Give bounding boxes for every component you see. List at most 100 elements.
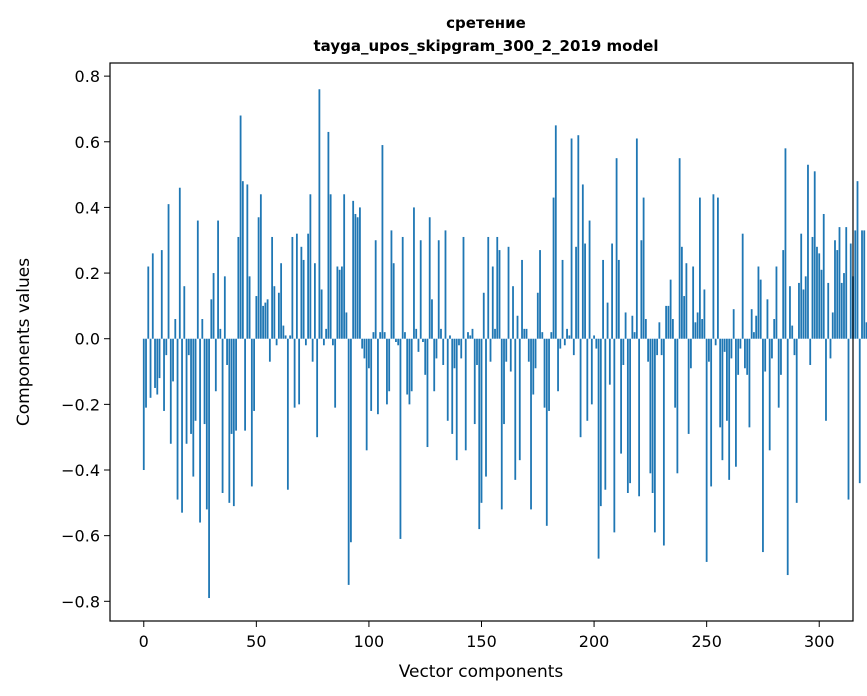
bar (744, 338, 746, 369)
bar (147, 266, 150, 339)
bar (539, 250, 541, 339)
bar (257, 217, 260, 339)
bar (428, 217, 431, 339)
y-tick-label: 0.2 (75, 264, 100, 283)
bar (361, 338, 364, 349)
bar (689, 338, 692, 369)
bar (831, 312, 834, 339)
bar (370, 338, 373, 411)
bar (653, 338, 656, 533)
y-tick-label: −0.8 (61, 592, 100, 611)
bar (318, 89, 321, 339)
bar (710, 338, 713, 487)
bar (250, 338, 253, 487)
bar (708, 338, 710, 362)
bar (356, 217, 359, 339)
bar (262, 305, 264, 339)
bar (277, 292, 280, 339)
bar (196, 220, 199, 339)
bar (266, 299, 269, 339)
bar (381, 145, 384, 339)
bar (212, 273, 215, 339)
bar (626, 338, 629, 493)
bar (548, 338, 550, 411)
y-axis-label: Components values (14, 258, 34, 426)
bar (723, 338, 726, 352)
bar (307, 233, 310, 339)
bar (836, 250, 839, 339)
bar (289, 335, 292, 339)
bar (694, 322, 697, 339)
bar (509, 338, 512, 372)
bar (190, 338, 192, 434)
bar (757, 266, 760, 339)
bar (401, 236, 404, 339)
bar (295, 233, 298, 339)
bar (145, 338, 147, 408)
bar (174, 319, 177, 339)
bar (843, 273, 845, 339)
bar (271, 236, 274, 339)
bar (433, 338, 436, 392)
bar (534, 338, 537, 369)
bar (717, 197, 719, 339)
bar (748, 338, 751, 428)
bar (665, 305, 668, 339)
bar (624, 312, 627, 339)
bar (467, 332, 469, 339)
bar (154, 338, 156, 388)
bar (735, 338, 737, 467)
bar (410, 338, 413, 392)
bar (602, 259, 604, 339)
bar (692, 266, 695, 339)
bar (187, 338, 190, 356)
bar (316, 338, 319, 438)
bar (388, 338, 391, 392)
bar (422, 338, 424, 342)
chart-subtitle: tayga_upos_skipgram_300_2_2019 model (314, 37, 659, 55)
bar (746, 338, 749, 375)
bar (726, 338, 728, 421)
bar (176, 338, 179, 500)
bar (683, 296, 686, 339)
bar (302, 259, 305, 339)
bar (377, 338, 379, 415)
bar (514, 338, 517, 480)
bar (178, 187, 181, 339)
bar (424, 338, 427, 375)
bar (232, 338, 235, 507)
bar (345, 312, 348, 339)
bar (768, 338, 771, 451)
bar (408, 338, 411, 405)
bar (482, 292, 485, 339)
bar (399, 338, 402, 539)
bar (750, 309, 753, 339)
bar (737, 338, 740, 375)
x-tick-label: 50 (246, 632, 266, 651)
bar (791, 325, 794, 339)
bar (811, 236, 814, 339)
bar (861, 230, 863, 339)
bar (622, 338, 625, 365)
bar (660, 338, 663, 356)
bar (431, 299, 433, 339)
bar (714, 338, 717, 346)
bar (620, 338, 622, 454)
bar (656, 338, 659, 356)
bar (782, 250, 785, 339)
bar (169, 338, 172, 444)
bar (759, 279, 762, 339)
bar (647, 338, 650, 362)
bar (566, 328, 568, 339)
bar (712, 194, 715, 339)
bar (217, 220, 219, 339)
bar (199, 338, 201, 523)
bars-group (142, 89, 867, 599)
bar (158, 338, 161, 379)
bar (789, 286, 791, 339)
bar (798, 282, 800, 339)
bar (771, 338, 773, 359)
bar (386, 338, 388, 405)
bar (507, 246, 510, 339)
